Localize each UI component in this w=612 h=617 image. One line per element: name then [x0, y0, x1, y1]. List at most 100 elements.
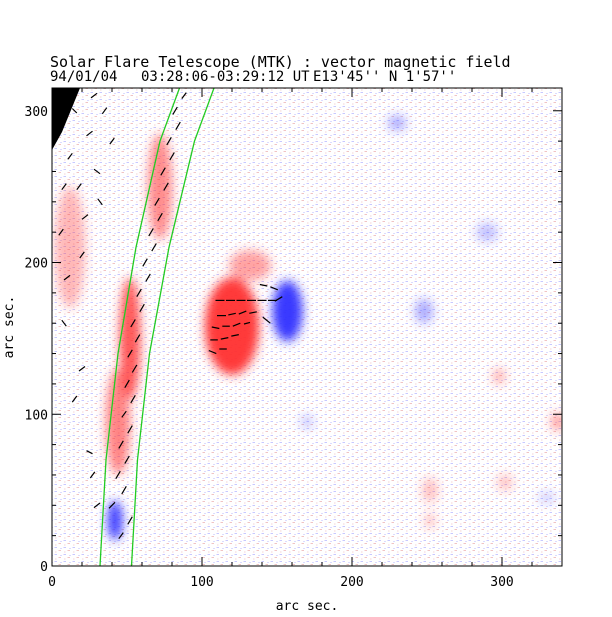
transverse-vector	[145, 273, 151, 282]
transverse-vector	[71, 108, 78, 114]
transverse-vector	[169, 152, 175, 161]
transverse-vector	[130, 319, 136, 328]
negative-polarity-region	[415, 298, 433, 324]
x-tick-label: 200	[340, 575, 363, 590]
transverse-vector	[93, 502, 101, 509]
transverse-vector	[220, 337, 229, 340]
x-axis-label: arc sec.	[276, 599, 339, 614]
transverse-vector	[124, 455, 130, 464]
transverse-vector	[231, 334, 239, 337]
negative-polarity-region	[272, 280, 303, 342]
transverse-vector	[127, 349, 133, 358]
transverse-vector	[124, 379, 130, 389]
transverse-vector	[175, 121, 181, 131]
limb-contour-outer	[130, 88, 215, 566]
transverse-vector	[108, 501, 116, 509]
positive-polarity-region	[493, 368, 505, 384]
transverse-vector	[154, 197, 160, 206]
transverse-vector	[127, 425, 133, 434]
transverse-vector	[61, 319, 67, 327]
transverse-vector	[131, 364, 138, 373]
positive-polarity-region	[205, 277, 259, 375]
negative-polarity-region	[301, 415, 313, 428]
transverse-vector	[172, 106, 178, 115]
transverse-vector	[121, 485, 127, 495]
observation-date: 94/01/04	[50, 69, 117, 85]
transverse-vector	[118, 440, 124, 449]
transverse-vector	[90, 92, 98, 99]
positive-polarity-region	[106, 368, 130, 475]
transverse-vector	[160, 167, 166, 176]
y-tick-label: 100	[25, 408, 48, 423]
transverse-vector	[76, 183, 82, 191]
transverse-vector	[232, 322, 241, 327]
transverse-vector	[71, 395, 78, 403]
limb-contours	[99, 88, 215, 566]
transverse-vector	[136, 288, 142, 298]
transverse-vector	[118, 532, 124, 540]
observation-time-range: 03:28:06-03:29:12 UT	[141, 69, 310, 85]
transverse-vector	[127, 516, 133, 525]
transverse-vector	[163, 182, 169, 191]
positive-polarity-region	[119, 277, 141, 400]
polarity-regions	[55, 115, 562, 541]
negative-polarity-region	[539, 493, 555, 503]
negative-polarity-region	[107, 500, 123, 541]
transverse-vector-field	[58, 92, 283, 540]
transverse-vector	[228, 312, 236, 316]
transverse-vector	[181, 92, 187, 99]
transverse-vector	[142, 258, 148, 267]
x-tick-label: 100	[190, 575, 213, 590]
transverse-vector	[61, 183, 67, 191]
transverse-vector	[243, 321, 251, 325]
transverse-vector	[121, 410, 127, 418]
positive-polarity-region	[148, 133, 172, 240]
transverse-vector	[78, 366, 86, 372]
transverse-vector	[249, 311, 257, 314]
y-tick-label: 300	[25, 105, 48, 120]
transverse-vector	[238, 310, 247, 315]
transverse-vector	[157, 212, 163, 222]
transverse-vector	[262, 316, 271, 324]
transverse-vector	[86, 130, 93, 137]
transverse-vector	[134, 334, 141, 343]
plot-frame	[51, 87, 563, 567]
chart-title: Solar Flare Telescope (MTK) : vector mag…	[50, 53, 511, 71]
transverse-vector	[109, 137, 115, 145]
axes: 0 100 200 300 0 100 200 300	[25, 88, 563, 590]
positive-polarity-region	[422, 477, 438, 503]
plot-area	[52, 88, 562, 566]
positive-polarity-region	[55, 186, 85, 309]
transverse-vector	[89, 471, 96, 479]
negative-polarity-region	[476, 223, 498, 242]
positive-polarity-region	[425, 512, 435, 529]
transverse-vector	[81, 214, 89, 220]
transverse-vector	[274, 296, 283, 302]
transverse-vector	[151, 243, 157, 252]
y-axis-label: arc sec.	[2, 296, 17, 359]
transverse-vector	[139, 303, 145, 313]
transverse-vector	[86, 450, 93, 455]
transverse-vector	[101, 107, 108, 115]
transverse-vector	[79, 251, 85, 259]
transverse-vector	[67, 152, 73, 160]
transverse-vector	[270, 286, 279, 291]
positive-polarity-region	[497, 474, 513, 491]
transverse-vector	[259, 283, 268, 287]
transverse-vector	[115, 470, 121, 480]
transverse-vector	[166, 136, 172, 146]
positive-polarity-region	[229, 250, 271, 281]
transverse-vector	[130, 394, 136, 404]
transverse-vector	[93, 168, 101, 175]
limb-contour-inner	[99, 88, 181, 566]
transverse-vector	[148, 228, 154, 237]
transverse-vector	[208, 349, 217, 355]
transverse-vector	[63, 274, 71, 281]
x-tick-label: 0	[48, 575, 56, 590]
transverse-vector	[58, 228, 64, 236]
transverse-vector	[97, 198, 103, 206]
negative-polarity-region	[388, 115, 406, 131]
transverse-vector	[211, 326, 220, 330]
y-tick-label: 200	[25, 257, 48, 272]
